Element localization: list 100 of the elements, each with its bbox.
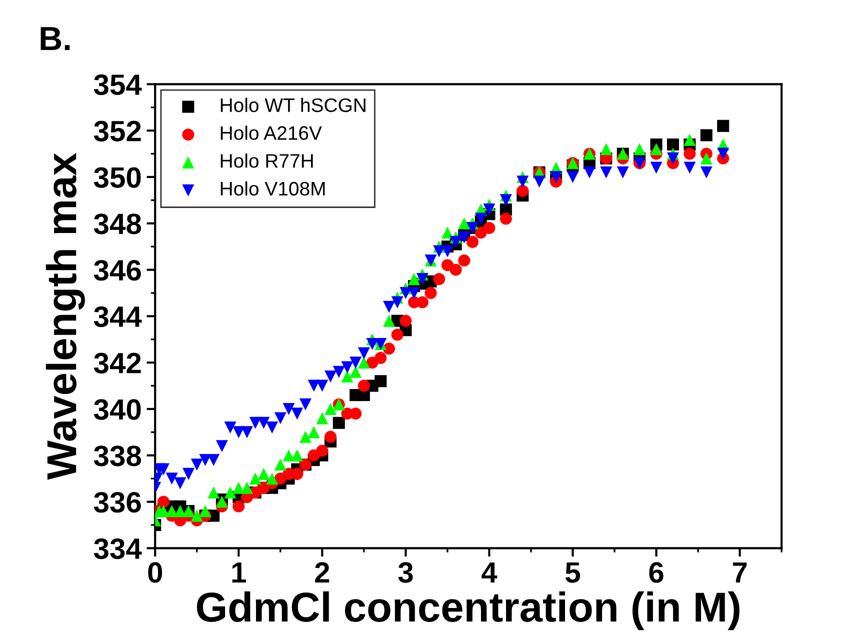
point [258,468,270,480]
point [416,273,428,286]
point [166,472,178,485]
x-axis-title: GdmCl concentration (in M) [196,591,740,630]
point [350,366,362,378]
point [216,440,228,452]
point [358,356,370,369]
point [316,444,328,457]
point [266,472,278,485]
legend-label: Holo A216V [220,126,322,140]
point [299,398,312,410]
point [666,152,680,164]
point [266,422,278,434]
point [684,134,696,146]
y-tick-label: 340 [94,399,141,420]
point [717,148,730,160]
point [332,366,345,378]
point [483,203,496,216]
point [717,120,730,132]
point [258,416,270,429]
point [566,170,579,183]
point [634,143,646,156]
point [190,510,203,522]
y-tick-label: 338 [94,446,142,466]
point [299,430,312,443]
legend-label: Holo R77H [220,153,313,168]
y-tick-label: 342 [94,352,141,374]
x-tick-label: 4 [482,562,498,583]
x-tick-label: 1 [232,562,246,583]
x-tick-label: 6 [649,562,664,583]
y-tick-label: 334 [94,538,142,560]
point [600,166,612,178]
point [199,505,212,518]
point [240,426,254,438]
y-tick-label: 350 [94,167,141,188]
point [382,314,396,327]
point [458,254,470,267]
point [208,486,220,499]
point [684,162,696,174]
point [358,380,370,392]
legend-label: Holo V108M [220,181,325,196]
point [332,416,345,429]
point [350,408,362,420]
point [249,472,262,485]
y-tick-label: 336 [94,492,141,513]
point [424,286,437,299]
point [650,162,662,174]
point [450,264,462,276]
point [291,449,304,462]
point [616,166,629,178]
legend-label: Holo WT hSCGN [220,98,366,112]
y-tick-label: 354 [94,74,142,96]
point [157,463,170,476]
x-tick-label: 0 [148,562,162,583]
point [474,212,487,225]
point [157,496,170,508]
point [684,148,696,160]
point [533,176,546,188]
point [324,370,337,383]
x-tick-label: 7 [732,562,747,583]
point [450,236,462,248]
point [358,347,370,360]
point [232,482,245,494]
x-tick-label: 3 [398,562,413,583]
point [500,194,512,206]
point [382,300,396,313]
point [341,361,354,374]
x-tick-label: 2 [315,562,330,583]
point [232,426,245,438]
point [224,486,236,499]
point [700,152,712,164]
point [208,454,220,466]
point [174,477,186,490]
point [374,352,387,364]
x-tick-label: 5 [566,562,580,583]
point [350,356,362,369]
point [458,231,470,244]
point [274,458,286,471]
point [666,138,680,151]
point [166,505,178,518]
point [274,412,286,424]
point [391,296,404,308]
point [157,505,170,518]
point [190,458,203,471]
point [700,166,712,178]
point [291,468,304,480]
point [316,412,328,424]
point [374,375,387,388]
point [433,273,446,286]
point [316,380,328,392]
point [291,408,304,420]
point [224,422,236,434]
point [441,226,454,239]
point [240,482,254,494]
point [282,402,295,415]
point [583,166,596,178]
point [516,184,529,197]
point [408,286,420,299]
y-tick-label: 346 [94,260,141,281]
point [700,129,712,142]
